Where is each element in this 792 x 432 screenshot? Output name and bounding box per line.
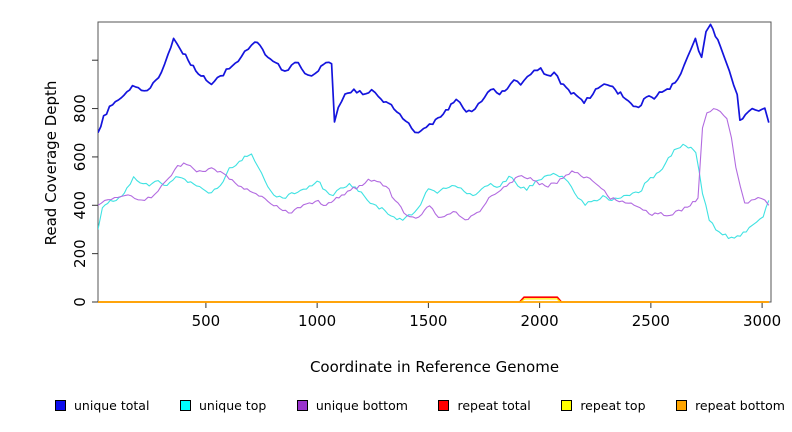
series-unique-bottom xyxy=(98,108,770,221)
x-tick-label: 1500 xyxy=(409,312,447,330)
series-unique-total xyxy=(98,23,770,134)
legend-item-repeat-total: repeat total xyxy=(438,398,531,413)
legend-swatch-icon xyxy=(179,400,191,411)
legend-item-repeat-top: repeat top xyxy=(561,398,646,413)
legend-item-unique-top: unique top xyxy=(179,398,267,413)
series-unique-top xyxy=(98,143,770,240)
legend-swatch-icon xyxy=(55,400,66,411)
legend-item-repeat-bottom: repeat bottom xyxy=(676,398,785,413)
legend-label: repeat total xyxy=(457,398,531,413)
x-axis-title: Coordinate in Reference Genome xyxy=(309,358,560,376)
legend: unique total unique top unique bottom repea… xyxy=(55,398,785,413)
x-tick-label: 2000 xyxy=(521,312,559,330)
legend-label: unique bottom xyxy=(315,398,408,413)
legend-item-unique-total: unique total xyxy=(55,398,149,413)
legend-label: unique top xyxy=(198,398,267,413)
y-axis-title: Read Coverage Depth xyxy=(42,80,60,246)
x-tick-label: 1000 xyxy=(298,312,336,330)
legend-swatch-icon xyxy=(296,400,308,411)
y-tick-label: 800 xyxy=(71,94,89,123)
y-tick-label: 400 xyxy=(71,191,89,220)
plot-box xyxy=(97,21,772,303)
x-tick-label: 500 xyxy=(192,312,221,330)
legend-label: repeat top xyxy=(580,398,646,413)
x-tick-label: 3000 xyxy=(743,312,781,330)
x-tick-label: 2500 xyxy=(632,312,670,330)
legend-swatch-icon xyxy=(676,400,688,411)
legend-swatch-icon xyxy=(438,400,450,411)
y-tick-label: 600 xyxy=(71,143,89,172)
legend-label: repeat bottom xyxy=(695,398,785,413)
legend-swatch-icon xyxy=(561,400,573,411)
legend-label: unique total xyxy=(74,398,150,413)
y-tick-label: 0 xyxy=(71,297,89,307)
legend-item-unique-bottom: unique bottom xyxy=(296,398,408,413)
y-tick-label: 200 xyxy=(71,239,89,268)
